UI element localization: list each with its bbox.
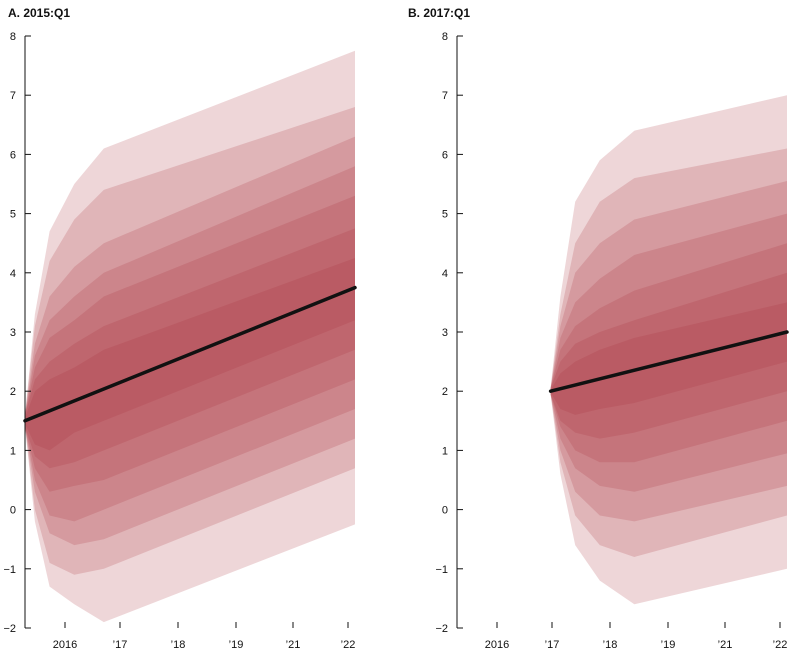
fan-band-6: [550, 272, 787, 439]
x-tick-label: 2016: [485, 639, 509, 651]
fan-band-4: [550, 213, 787, 492]
x-tick-label: ’22: [341, 639, 356, 651]
y-tick-label: 6: [10, 149, 16, 161]
fan-band-4: [25, 166, 355, 522]
central-projection-line: [548, 330, 789, 393]
chart-b-svg: 8 7 6 5 4 3 2 1 0 −1 −2 2016 ’17 ’18 ’19 ’21 ’22: [435, 31, 789, 651]
chart-panel-b: 8 7 6 5 4 3 2 1 0 −1 −2 2016 ’17 ’18 ’19 ’21 ’22 B. 2017…: [400, 0, 800, 659]
fan-chart: [550, 95, 787, 605]
y-tick-label: 0: [442, 505, 448, 517]
fan-band-5: [25, 195, 355, 492]
fan-band-6: [25, 228, 355, 469]
y-tick-label: 3: [10, 327, 16, 339]
y-tick-label: 1: [10, 445, 16, 457]
fan-chart: [25, 50, 355, 623]
x-tick-label: ’17: [545, 639, 560, 651]
x-tick-label: ’19: [661, 639, 676, 651]
y-tick-label: 1: [442, 445, 448, 457]
fan-band-1: [25, 50, 355, 623]
chart-panel-a: 8 7 6 5 4 3 2 1 0 −1 −2 2016 ’17 ’18 ’19 ’21 ’22 A. 2015…: [3, 6, 357, 651]
y-tick-label: −1: [435, 564, 448, 576]
central-projection-line: [23, 285, 357, 423]
x-tick-label: ’17: [113, 639, 128, 651]
fan-band-5: [550, 243, 787, 463]
x-tick-label: ’18: [171, 639, 186, 651]
y-tick-label: 0: [10, 505, 16, 517]
y-tick-label: 4: [442, 268, 448, 280]
fan-band-3: [550, 181, 787, 522]
y-tick-label: 5: [10, 209, 16, 221]
fan-band-2: [550, 148, 787, 557]
x-tick-label: ’21: [286, 639, 301, 651]
fan-band-7: [550, 302, 787, 415]
chart-a-svg: 8 7 6 5 4 3 2 1 0 −1 −2 2016 ’17 ’18 ’19 ’21 ’22: [3, 31, 357, 651]
fan-band-3: [25, 136, 355, 546]
x-tick-label: ’18: [603, 639, 618, 651]
y-tick-label: 4: [10, 268, 16, 280]
y-tick-label: −1: [3, 564, 16, 576]
x-tick-label: ’21: [718, 639, 733, 651]
y-tick-label: 2: [442, 386, 448, 398]
fan-band-1: [550, 95, 787, 605]
y-tick-label: 7: [442, 90, 448, 102]
y-tick-label: 3: [442, 327, 448, 339]
x-tick-label: ’22: [773, 639, 788, 651]
y-tick-label: 7: [10, 90, 16, 102]
y-tick-label: 6: [442, 149, 448, 161]
y-tick-label: 2: [10, 386, 16, 398]
y-tick-label: −2: [435, 623, 448, 635]
chart-a-title: A. 2015:Q1: [8, 6, 71, 20]
x-tick-label: ’19: [229, 639, 244, 651]
y-tick-label: 8: [10, 31, 16, 43]
y-tick-label: 5: [442, 209, 448, 221]
y-tick-label: −2: [3, 623, 16, 635]
x-tick-label: 2016: [53, 639, 77, 651]
chart-b-title: B. 2017:Q1: [408, 6, 471, 20]
fan-band-2: [25, 107, 355, 575]
y-tick-label: 8: [442, 31, 448, 43]
